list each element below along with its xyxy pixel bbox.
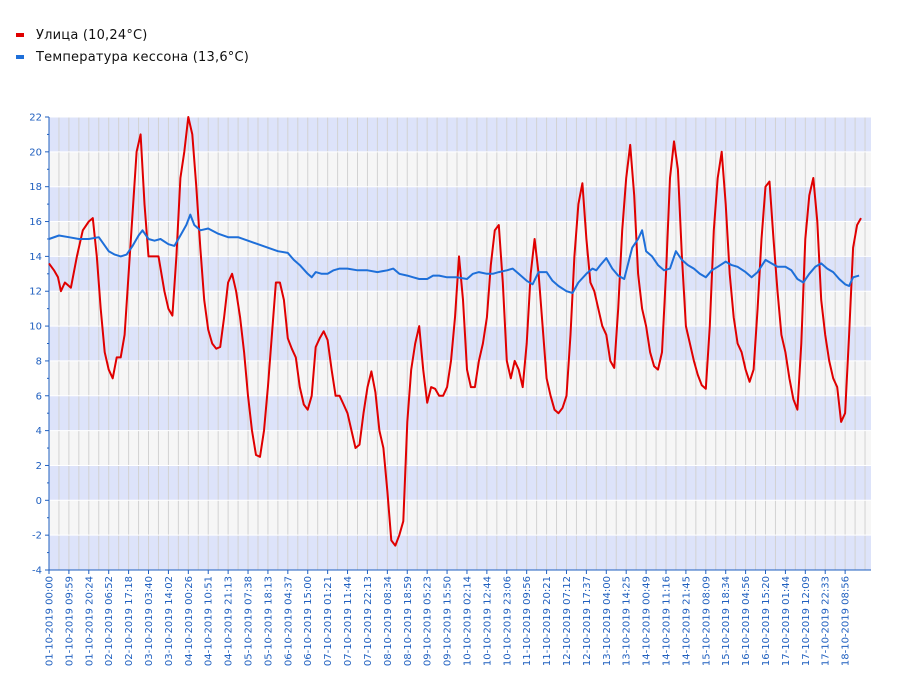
x-tick-label: 15-10-2019 18:34 <box>721 576 732 666</box>
plot-band <box>49 535 871 570</box>
y-tick-label: -4 <box>32 566 42 577</box>
x-tick-label: 13-10-2019 04:00 <box>602 576 613 666</box>
y-tick-label: 16 <box>29 217 42 228</box>
x-tick-label: 04-10-2019 21:13 <box>224 576 235 666</box>
x-tick-label: 08-10-2019 08:34 <box>383 576 394 666</box>
plot-bands <box>49 117 871 570</box>
x-tick-label: 11-10-2019 20:21 <box>542 576 553 666</box>
legend-swatch-outdoor <box>16 33 24 37</box>
legend-item-caisson: Температура кессона (13,6°C) <box>16 46 249 68</box>
vertical-gridlines <box>58 117 866 570</box>
x-tick-label: 10-10-2019 02:14 <box>462 576 473 666</box>
y-tick-label: 8 <box>36 356 42 367</box>
x-tick-label: 01-10-2019 09:59 <box>64 576 75 666</box>
y-tick-label: -2 <box>32 531 42 542</box>
y-tick-label: 10 <box>29 322 42 333</box>
legend-item-outdoor: Улица (10,24°C) <box>16 24 249 46</box>
plot-band <box>49 117 871 152</box>
x-tick-label: 04-10-2019 00:26 <box>184 576 195 666</box>
x-tick-label: 06-10-2019 15:00 <box>303 576 314 666</box>
x-tick-label: 16-10-2019 04:56 <box>741 576 752 666</box>
y-tick-label: 22 <box>29 113 42 124</box>
x-tick-label: 12-10-2019 07:12 <box>562 576 573 666</box>
x-tick-label: 07-10-2019 01:21 <box>323 576 334 666</box>
x-tick-label: 01-10-2019 00:00 <box>45 576 56 666</box>
x-tick-label: 14-10-2019 11:16 <box>661 576 672 666</box>
x-tick-label: 02-10-2019 17:18 <box>124 576 135 666</box>
x-tick-label: 12-10-2019 17:37 <box>582 576 593 666</box>
y-tick-label: 18 <box>29 182 42 193</box>
x-tick-label: 10-10-2019 12:44 <box>482 576 493 666</box>
y-tick-label: 2 <box>36 461 42 472</box>
x-tick-label: 01-10-2019 20:24 <box>84 576 95 666</box>
y-tick-label: 12 <box>29 287 42 298</box>
plot-band <box>49 186 871 222</box>
x-tick-label: 15-10-2019 08:09 <box>701 576 712 666</box>
x-tick-label: 17-10-2019 22:33 <box>821 576 832 666</box>
x-tick-label: 17-10-2019 12:09 <box>801 576 812 666</box>
legend: Улица (10,24°C) Температура кессона (13,… <box>16 24 249 68</box>
plot-band <box>49 326 871 361</box>
x-tick-labels: 01-10-2019 00:00 01-10-2019 09:59 01-10-20… <box>45 570 852 666</box>
x-tick-label: 14-10-2019 00:49 <box>642 576 653 666</box>
x-tick-label: 10-10-2019 23:06 <box>502 576 513 666</box>
x-tick-label: 14-10-2019 21:45 <box>681 576 692 666</box>
plot-band <box>49 465 871 501</box>
legend-swatch-caisson <box>16 55 24 59</box>
x-tick-label: 05-10-2019 18:13 <box>263 576 274 666</box>
x-tick-label: 03-10-2019 14:02 <box>164 576 175 666</box>
x-tick-label: 03-10-2019 03:40 <box>144 576 155 666</box>
legend-label-caisson: Температура кессона (13,6°C) <box>36 49 250 65</box>
series-line-caisson <box>48 213 860 294</box>
y-tick-label: 20 <box>29 147 42 158</box>
x-tick-label: 17-10-2019 01:44 <box>781 576 792 666</box>
y-tick-label: 14 <box>29 252 42 263</box>
horizontal-gridlines <box>49 116 871 571</box>
x-tick-label: 04-10-2019 10:51 <box>204 576 215 666</box>
y-tick-labels: -4 -2 0 2 4 6 8 10 12 14 16 18 20 22 <box>29 113 49 577</box>
x-tick-label: 07-10-2019 22:13 <box>363 576 374 666</box>
x-tick-label: 16-10-2019 15:20 <box>761 576 772 666</box>
x-tick-label: 11-10-2019 09:56 <box>522 576 533 666</box>
x-tick-label: 09-10-2019 05:23 <box>423 576 434 666</box>
y-tick-label: 4 <box>36 426 42 437</box>
x-tick-label: 02-10-2019 06:52 <box>104 576 115 666</box>
x-tick-label: 07-10-2019 11:44 <box>343 576 354 666</box>
x-tick-label: 13-10-2019 14:25 <box>622 576 633 666</box>
y-tick-label: 6 <box>36 391 42 402</box>
x-tick-label: 09-10-2019 15:50 <box>443 576 454 666</box>
x-tick-label: 18-10-2019 08:56 <box>841 576 852 666</box>
x-tick-label: 08-10-2019 18:59 <box>403 576 414 666</box>
plot-band <box>49 395 871 431</box>
x-tick-label: 06-10-2019 04:37 <box>283 576 294 666</box>
x-tick-label: 05-10-2019 07:38 <box>244 576 255 666</box>
y-tick-label: 0 <box>36 496 42 507</box>
legend-label-outdoor: Улица (10,24°C) <box>36 27 148 43</box>
series-lines <box>48 116 862 547</box>
